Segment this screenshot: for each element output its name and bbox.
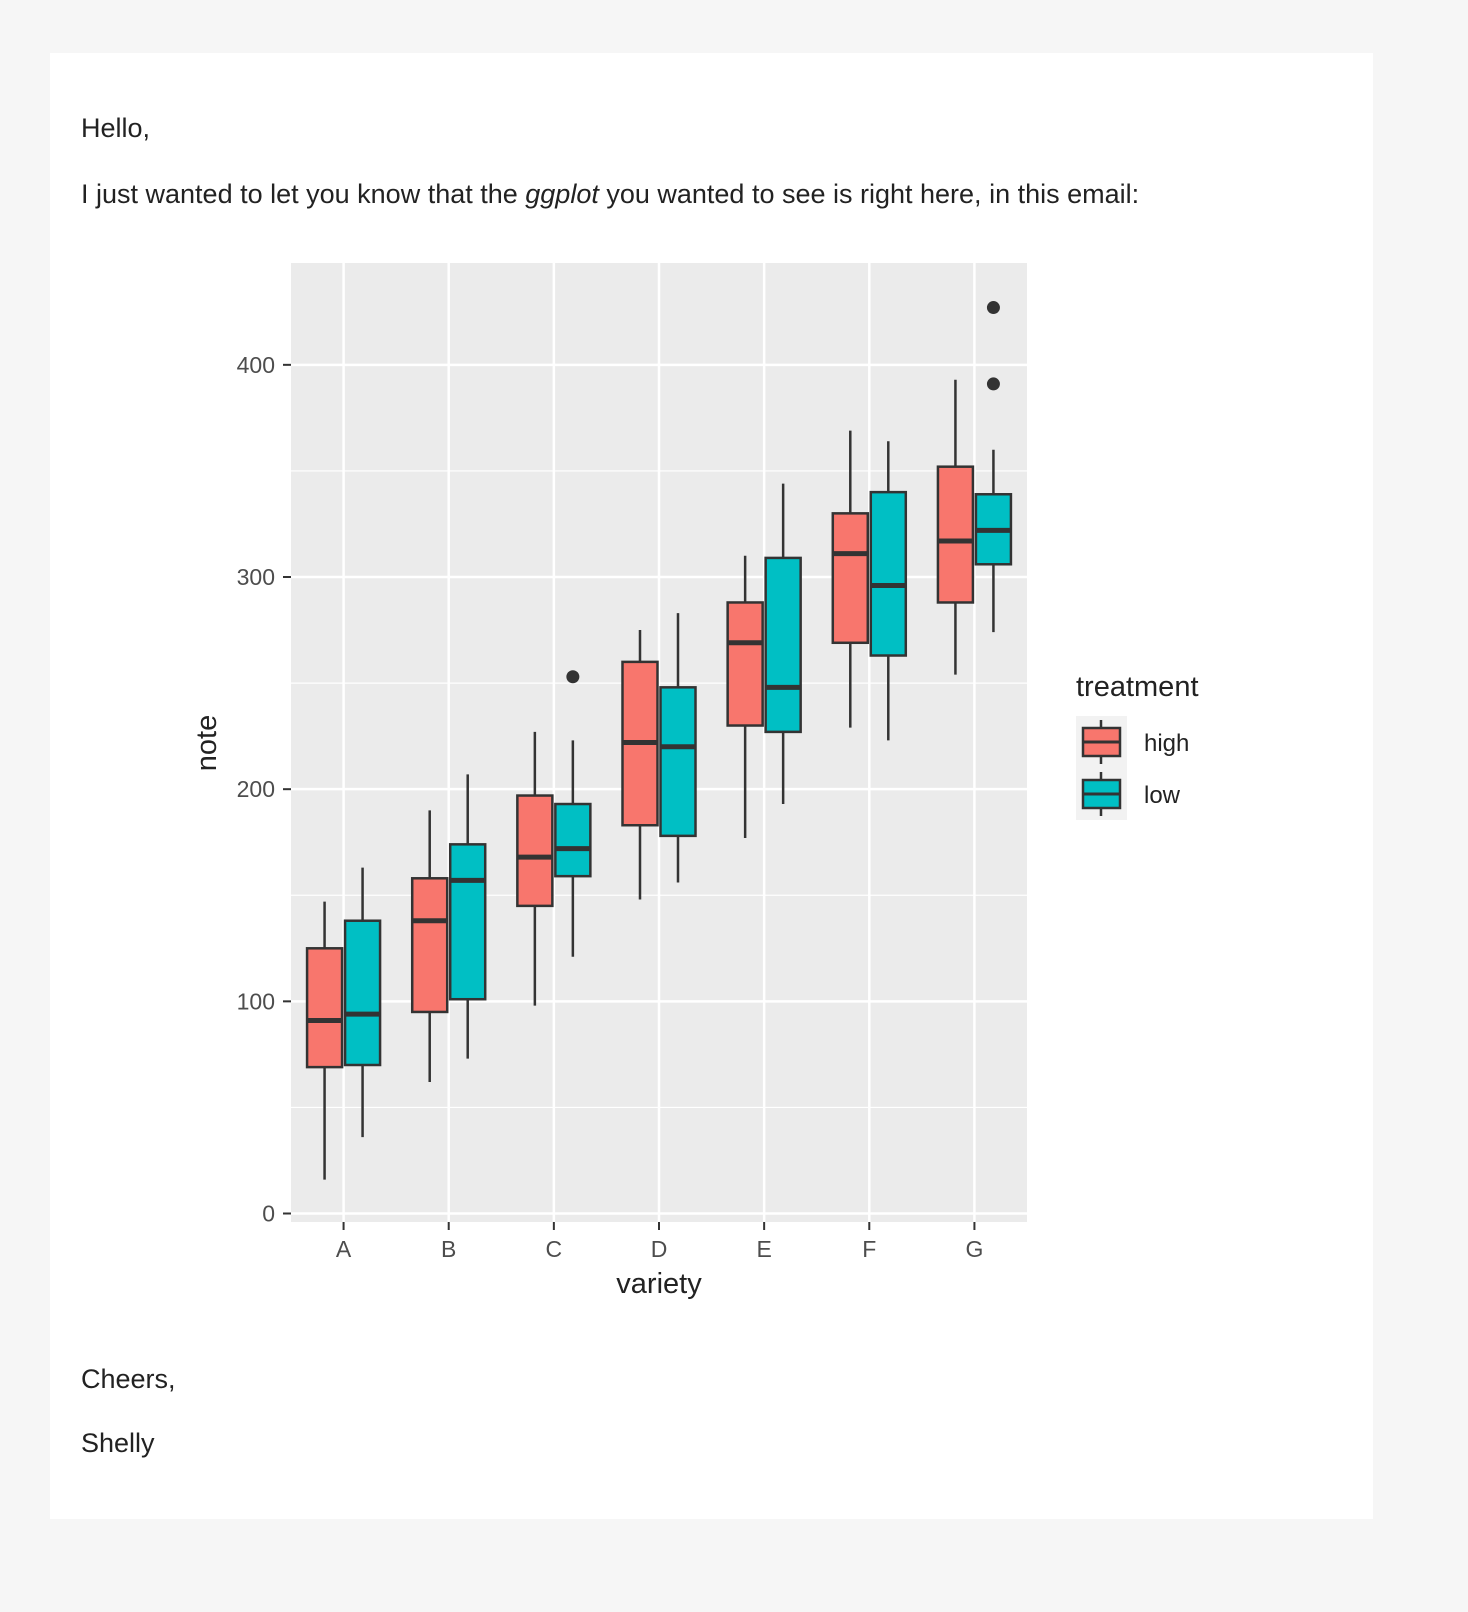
outlier-point	[986, 377, 1000, 391]
x-axis-title: variety	[616, 1268, 702, 1300]
x-tick-label: F	[862, 1236, 876, 1262]
body-text: I just wanted to let you know that the	[81, 179, 526, 209]
body-emphasis: ggplot	[525, 179, 599, 209]
y-tick-label: 400	[237, 352, 275, 378]
box-low-C	[554, 802, 592, 878]
y-tick-label: 100	[237, 988, 275, 1014]
box-low-E	[764, 556, 802, 734]
box-low-D	[659, 686, 697, 838]
x-tick-label: A	[336, 1236, 352, 1262]
legend-label-low: low	[1144, 782, 1181, 809]
x-tick-label: G	[965, 1236, 983, 1262]
x-tick-label: C	[546, 1236, 563, 1262]
outlier-point	[566, 670, 580, 684]
y-tick-label: 0	[262, 1201, 275, 1227]
y-axis-title: note	[191, 715, 223, 771]
legend-label-high: high	[1144, 730, 1189, 757]
signature: Shelly	[81, 1428, 155, 1458]
box-low-B	[448, 843, 487, 1001]
greeting: Hello,	[81, 113, 151, 143]
box-high-A	[305, 947, 344, 1069]
box-high-C	[516, 794, 554, 908]
outlier-point	[986, 301, 1000, 315]
x-tick-label: E	[756, 1236, 771, 1262]
box-high-B	[410, 877, 449, 1014]
body-text-end: you wanted to see is right here, in this…	[598, 179, 1140, 209]
legend-title: treatment	[1076, 671, 1199, 703]
x-tick-label: D	[651, 1236, 668, 1262]
box-high-G	[936, 465, 975, 604]
email-body: I just wanted to let you know that the g…	[81, 178, 1139, 210]
y-tick-label: 300	[237, 564, 275, 590]
box-high-E	[726, 601, 764, 727]
x-tick-label: B	[441, 1236, 456, 1262]
box-low-F	[869, 490, 908, 657]
closing: Cheers,	[81, 1364, 176, 1394]
box-low-A	[343, 919, 382, 1067]
box-high-F	[831, 512, 870, 645]
y-tick-label: 200	[237, 776, 275, 802]
